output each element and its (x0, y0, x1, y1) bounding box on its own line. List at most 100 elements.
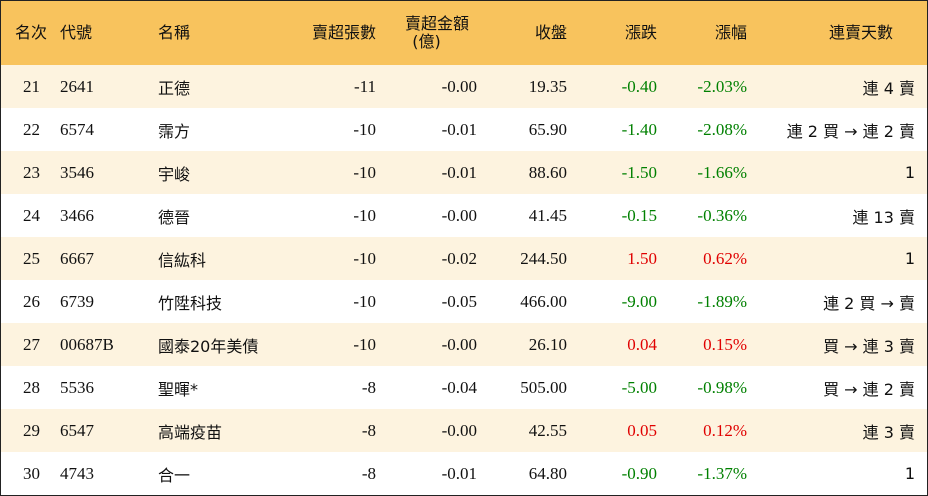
table-row: 26 6739 竹陞科技 -10 -0.05 466.00 -9.00 -1.89% 連 2 買… (1, 280, 927, 323)
consecutive-days-cell: 1 (904, 249, 915, 268)
consecutive-days-cell: 1 (904, 163, 915, 182)
table-row: 21 2641 正德 -11 -0.00 19.35 -0.40 -2.03% 連 4 賣 (1, 65, 927, 108)
rank-cell: 28 (23, 377, 40, 397)
code-cell: 6739 (60, 291, 94, 311)
consecutive-days-cell: 連 2 買 → 賣 (823, 293, 915, 313)
header-sell-volume: 賣超張數 (311, 23, 376, 42)
rank-cell: 22 (23, 119, 40, 139)
change-pct-cell: -0.36% (697, 205, 747, 225)
consecutive-days-cell: 連 4 賣 (862, 78, 915, 98)
rank-cell: 30 (23, 463, 40, 483)
close-cell: 26.10 (528, 334, 567, 354)
rank-cell: 25 (23, 248, 40, 268)
change-pct-cell: -1.66% (697, 162, 747, 182)
sell-volume-cell: -11 (353, 76, 376, 96)
name-cell: 國泰20年美債 (158, 336, 259, 356)
change-pct-cell: -0.98% (697, 377, 747, 397)
code-cell: 6574 (60, 119, 94, 139)
change-pct-cell: -2.08% (697, 119, 747, 139)
sell-amount-cell: -0.01 (441, 463, 477, 483)
table-row: 25 6667 信紘科 -10 -0.02 244.50 1.50 0.62% 1 (1, 237, 927, 280)
sell-volume-cell: -8 (361, 377, 376, 397)
consecutive-days-cell: 連 13 賣 (852, 207, 915, 227)
table-row: 23 3546 宇峻 -10 -0.01 88.60 -1.50 -1.66% 1 (1, 151, 927, 194)
rank-cell: 21 (23, 76, 40, 96)
change-cell: 0.05 (627, 420, 657, 440)
table-row: 22 6574 霈方 -10 -0.01 65.90 -1.40 -2.08% 連 2 買 → … (1, 108, 927, 151)
sell-volume-cell: -10 (353, 119, 376, 139)
name-cell: 德晉 (158, 207, 191, 227)
change-cell: -9.00 (621, 291, 657, 311)
header-change-pct: 漲幅 (714, 23, 747, 42)
sell-amount-cell: -0.04 (441, 377, 477, 397)
change-cell: 0.04 (627, 334, 657, 354)
rank-cell: 24 (23, 205, 40, 225)
header-change: 漲跌 (624, 23, 657, 42)
name-cell: 合一 (158, 465, 191, 485)
sell-amount-cell: -0.00 (441, 76, 477, 96)
change-pct-cell: 0.12% (703, 420, 747, 440)
sell-amount-cell: -0.05 (441, 291, 477, 311)
sell-volume-cell: -10 (353, 162, 376, 182)
name-cell: 竹陞科技 (158, 293, 223, 313)
close-cell: 244.50 (520, 248, 567, 268)
change-cell: -5.00 (621, 377, 657, 397)
close-cell: 466.00 (520, 291, 567, 311)
sell-volume-cell: -8 (361, 463, 376, 483)
rank-cell: 29 (23, 420, 40, 440)
sell-volume-cell: -10 (353, 334, 376, 354)
code-cell: 5536 (60, 377, 94, 397)
sell-amount-cell: -0.00 (441, 334, 477, 354)
close-cell: 505.00 (520, 377, 567, 397)
close-cell: 41.45 (528, 205, 567, 225)
close-cell: 64.80 (528, 463, 567, 483)
table-header-row: 名次 代號 名稱 賣超張數 賣超金額 (億) 收盤 漲跌 漲幅 連賣天數 (1, 1, 927, 65)
sell-amount-cell: -0.01 (441, 119, 477, 139)
header-code: 代號 (60, 23, 93, 42)
name-cell: 宇峻 (158, 164, 191, 184)
name-cell: 正德 (158, 78, 191, 98)
code-cell: 4743 (60, 463, 94, 483)
sell-amount-cell: -0.00 (441, 420, 477, 440)
close-cell: 65.90 (528, 119, 567, 139)
sell-volume-cell: -8 (361, 420, 376, 440)
code-cell: 6547 (60, 420, 94, 440)
sell-volume-cell: -10 (353, 205, 376, 225)
sell-amount-cell: -0.01 (441, 162, 477, 182)
change-pct-cell: -2.03% (697, 76, 747, 96)
consecutive-days-cell: 買 → 連 3 賣 (823, 336, 915, 356)
change-pct-cell: 0.15% (703, 334, 747, 354)
table-row: 30 4743 合一 -8 -0.01 64.80 -0.90 -1.37% 1 (1, 452, 927, 495)
code-cell: 2641 (60, 76, 94, 96)
header-rank: 名次 (15, 23, 48, 42)
table-row: 24 3466 德晉 -10 -0.00 41.45 -0.15 -0.36% 連 13 賣 (1, 194, 927, 237)
change-cell: -1.40 (621, 119, 657, 139)
name-cell: 信紘科 (158, 250, 207, 270)
change-pct-cell: -1.89% (697, 291, 747, 311)
change-cell: -1.50 (621, 162, 657, 182)
name-cell: 聖暉* (158, 379, 199, 399)
code-cell: 3546 (60, 162, 94, 182)
code-cell: 3466 (60, 205, 94, 225)
rank-cell: 23 (23, 162, 40, 182)
rank-cell: 26 (23, 291, 40, 311)
change-cell: -0.40 (621, 76, 657, 96)
change-cell: -0.15 (621, 205, 657, 225)
consecutive-days-cell: 買 → 連 2 賣 (823, 379, 915, 399)
consecutive-days-cell: 連 2 買 → 連 2 賣 (786, 121, 915, 141)
table-row: 27 00687B 國泰20年美債 -10 -0.00 26.10 0.04 0.15% 買 →… (1, 323, 927, 366)
sell-amount-cell: -0.00 (441, 205, 477, 225)
table-row: 29 6547 高端疫苗 -8 -0.00 42.55 0.05 0.12% 連 3 賣 (1, 409, 927, 452)
rank-cell: 27 (23, 334, 40, 354)
change-pct-cell: 0.62% (703, 248, 747, 268)
sell-amount-cell: -0.02 (441, 248, 477, 268)
name-cell: 霈方 (158, 121, 191, 141)
change-cell: -0.90 (621, 463, 657, 483)
table-row: 28 5536 聖暉* -8 -0.04 505.00 -5.00 -0.98% 買 → 連 2… (1, 366, 927, 409)
header-sell-amount-line1: 賣超金額 (404, 14, 469, 33)
close-cell: 19.35 (528, 76, 567, 96)
code-cell: 6667 (60, 248, 94, 268)
close-cell: 88.60 (528, 162, 567, 182)
